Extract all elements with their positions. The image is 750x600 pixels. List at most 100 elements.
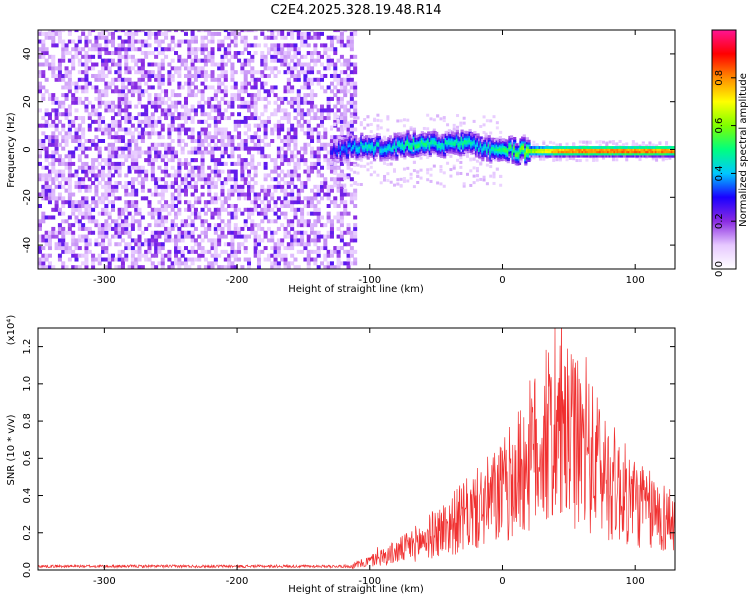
heatmap-cell bbox=[320, 215, 325, 220]
heatmap-cell bbox=[124, 242, 129, 247]
heatmap-cell bbox=[611, 141, 615, 145]
heatmap-cell bbox=[154, 39, 159, 44]
heatmap-cell bbox=[333, 165, 338, 170]
heatmap-cell bbox=[38, 257, 42, 262]
heatmap-cell bbox=[469, 169, 473, 173]
heatmap-cell bbox=[339, 77, 344, 82]
heatmap-cell bbox=[57, 223, 62, 228]
heatmap-cell bbox=[247, 127, 252, 132]
heatmap-cell bbox=[346, 108, 351, 113]
heatmap-cell bbox=[110, 104, 115, 109]
heatmap-cell bbox=[193, 93, 198, 98]
heatmap-cell bbox=[150, 253, 155, 258]
heatmap-cell bbox=[167, 127, 172, 132]
heatmap-cell bbox=[144, 54, 149, 59]
heatmap-cell bbox=[104, 146, 109, 151]
heatmap-cell bbox=[101, 70, 106, 75]
heatmap-cell bbox=[217, 39, 222, 44]
heatmap-cell bbox=[247, 58, 252, 63]
heatmap-cell bbox=[41, 196, 46, 201]
heatmap-cell bbox=[203, 234, 208, 239]
heatmap-cell bbox=[339, 43, 344, 48]
heatmap-cell bbox=[213, 135, 218, 140]
heatmap-cell bbox=[247, 108, 252, 113]
heatmap-cell bbox=[77, 211, 82, 216]
heatmap-cell bbox=[359, 123, 363, 127]
heatmap-cell bbox=[67, 154, 72, 159]
heatmap-cell bbox=[207, 238, 212, 243]
heatmap-cell bbox=[293, 43, 298, 48]
heatmap-cell bbox=[336, 215, 341, 220]
heatmap-cell bbox=[114, 242, 119, 247]
heatmap-cell bbox=[339, 238, 344, 243]
heatmap-cell bbox=[183, 108, 188, 113]
heatmap-cell bbox=[177, 188, 182, 193]
heatmap-cell bbox=[140, 150, 145, 155]
heatmap-cell bbox=[117, 47, 122, 52]
heatmap-cell bbox=[57, 257, 62, 262]
heatmap-cell bbox=[343, 230, 348, 235]
heatmap-cell bbox=[443, 155, 447, 159]
heatmap-cell bbox=[223, 62, 228, 67]
heatmap-cell bbox=[303, 85, 308, 90]
heatmap-cell bbox=[293, 138, 298, 143]
heatmap-cell bbox=[346, 253, 351, 258]
heatmap-cell bbox=[227, 100, 232, 105]
heatmap-cell bbox=[67, 257, 72, 262]
heatmap-cell bbox=[38, 261, 42, 266]
heatmap-cell bbox=[207, 58, 212, 63]
heatmap-cell bbox=[110, 89, 115, 94]
heatmap-cell bbox=[371, 135, 375, 139]
heatmap-cell bbox=[310, 116, 315, 121]
heatmap-cell bbox=[356, 171, 360, 175]
heatmap-cell bbox=[200, 154, 205, 159]
heatmap-cell bbox=[144, 150, 149, 155]
heatmap-cell bbox=[67, 119, 72, 124]
heatmap-cell bbox=[150, 161, 155, 166]
heatmap-cell bbox=[130, 257, 135, 262]
heatmap-cell bbox=[230, 246, 235, 251]
heatmap-cell bbox=[306, 234, 311, 239]
heatmap-cell bbox=[87, 100, 92, 105]
heatmap-cell bbox=[404, 152, 409, 156]
heatmap-cell bbox=[61, 184, 66, 189]
heatmap-cell bbox=[124, 253, 129, 258]
heatmap-cell bbox=[336, 158, 340, 162]
heatmap-cell bbox=[336, 77, 341, 82]
heatmap-cell bbox=[230, 154, 235, 159]
heatmap-cell bbox=[256, 116, 261, 121]
heatmap-cell bbox=[260, 238, 265, 243]
heatmap-cell bbox=[183, 230, 188, 235]
heatmap-cell bbox=[144, 257, 149, 262]
heatmap-cell bbox=[243, 257, 248, 262]
heatmap-cell bbox=[77, 96, 82, 101]
heatmap-cell bbox=[349, 131, 354, 136]
heatmap-cell bbox=[343, 70, 348, 75]
heatmap-cell bbox=[183, 200, 188, 205]
heatmap-cell bbox=[323, 154, 328, 159]
heatmap-cell bbox=[296, 196, 301, 201]
heatmap-cell bbox=[74, 43, 79, 48]
heatmap-cell bbox=[280, 123, 285, 128]
heatmap-cell bbox=[484, 132, 488, 136]
heatmap-cell bbox=[41, 234, 46, 239]
heatmap-cell bbox=[320, 31, 325, 36]
heatmap-cell bbox=[296, 108, 301, 113]
heatmap-cell bbox=[124, 54, 129, 59]
heatmap-cell bbox=[333, 200, 338, 205]
heatmap-cell bbox=[416, 170, 420, 174]
heatmap-cell bbox=[110, 200, 115, 205]
heatmap-cell bbox=[110, 257, 115, 262]
heatmap-cell bbox=[303, 158, 308, 163]
heatmap-cell bbox=[220, 116, 225, 121]
heatmap-cell bbox=[51, 66, 56, 71]
heatmap-cell bbox=[310, 200, 315, 205]
heatmap-cell bbox=[197, 131, 202, 136]
heatmap-cell bbox=[207, 100, 212, 105]
heatmap-cell bbox=[144, 253, 149, 258]
heatmap-cell bbox=[54, 96, 59, 101]
heatmap-cell bbox=[144, 173, 149, 178]
heatmap-cell bbox=[44, 119, 49, 124]
heatmap-cell bbox=[190, 150, 195, 155]
heatmap-cell bbox=[243, 165, 248, 170]
